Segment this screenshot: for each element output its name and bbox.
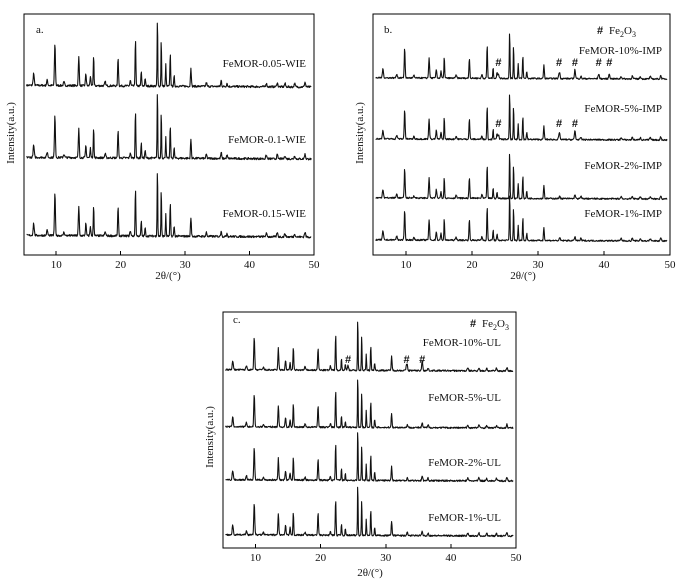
series-label: FeMOR-0.05-WIE — [223, 58, 307, 70]
fe2o3-marker: # — [556, 57, 562, 69]
panel-a-xtick-label: 40 — [244, 259, 256, 271]
panel-c-xtick-label: 40 — [445, 552, 457, 564]
fe2o3-marker: # — [419, 354, 425, 366]
panel-c-xlabel: 2θ/(°) — [357, 567, 383, 579]
fe2o3-marker: # — [345, 354, 351, 366]
series-label: FeMOR-10%-IMP — [579, 45, 662, 57]
series-label: FeMOR-2%-UL — [428, 457, 501, 469]
panel-a-ylabel: Intensity(a.u.) — [5, 102, 17, 164]
panel-a: a. Intensity(a.u.) 2θ/(°) 10 20 30 40 50 FeMO… — [5, 13, 321, 282]
panel-c-legend: # Fe2O3 — [470, 318, 509, 332]
panel-c-legend-symbol: # — [470, 318, 476, 330]
panel-b-xtick-label: 30 — [533, 259, 545, 271]
panel-c-frame — [222, 311, 517, 549]
trace-femor-2-ul — [225, 432, 514, 483]
panel-b-xlabel: 2θ/(°) — [510, 270, 536, 282]
trace-femor-0-15-wie — [26, 173, 312, 239]
panel-c-label: c. — [233, 314, 241, 326]
panel-b-legend-label: Fe2O3 — [609, 25, 636, 39]
fe2o3-marker: # — [572, 57, 578, 69]
panel-b-legend: # Fe2O3 — [597, 25, 636, 39]
panel-a-label: a. — [36, 24, 44, 36]
panel-c-xtick-label: 10 — [250, 552, 262, 564]
series-label: FeMOR-5%-UL — [428, 392, 501, 404]
trace-femor-10-imp — [375, 33, 668, 81]
panel-b-xtick-label: 10 — [401, 259, 413, 271]
panel-b-xtick-label: 20 — [467, 259, 479, 271]
series-label: FeMOR-1%-UL — [428, 512, 501, 524]
panel-b-ylabel: Intensity(a.u.) — [354, 102, 366, 164]
panel-b-xtick-label: 40 — [599, 259, 611, 271]
panel-b: b. Intensity(a.u.) 2θ/(°) # Fe2O3 10 20 30… — [354, 13, 677, 282]
series-label: FeMOR-0.1-WIE — [228, 134, 306, 146]
panel-b-frame — [372, 13, 671, 256]
panel-a-xtick-label: 20 — [115, 259, 127, 271]
fe2o3-marker: # — [596, 57, 602, 69]
panel-c-xtick-label: 30 — [380, 552, 392, 564]
fe2o3-marker: # — [495, 57, 501, 69]
trace-femor-0-1-wie — [26, 94, 312, 161]
trace-femor-0-05-wie — [26, 22, 312, 89]
panel-b-xtick-label: 50 — [665, 259, 677, 271]
panel-c-xtick-label: 50 — [511, 552, 523, 564]
fe2o3-marker: # — [572, 118, 578, 130]
fe2o3-marker: # — [556, 118, 562, 130]
fe2o3-marker: # — [495, 118, 501, 130]
panel-c-legend-label: Fe2O3 — [482, 318, 509, 332]
series-label: FeMOR-5%-IMP — [584, 103, 662, 115]
panel-a-xtick-label: 30 — [180, 259, 192, 271]
series-label: FeMOR-10%-UL — [423, 337, 501, 349]
fe2o3-marker: # — [606, 57, 612, 69]
trace-femor-1-ul — [225, 486, 514, 538]
series-label: FeMOR-2%-IMP — [584, 160, 662, 172]
trace-femor-2-imp — [375, 153, 668, 201]
panel-a-xtick-label: 10 — [51, 259, 63, 271]
series-label: FeMOR-0.15-WIE — [223, 208, 307, 220]
series-label: FeMOR-1%-IMP — [584, 208, 662, 220]
trace-femor-10-ul — [225, 321, 514, 373]
panel-c-xtick-label: 20 — [315, 552, 327, 564]
panel-a-xtick-label: 50 — [309, 259, 321, 271]
panel-c: c. Intensity(a.u.) 2θ/(°) # Fe2O3 10 20 30… — [204, 311, 523, 579]
trace-femor-1-imp — [375, 195, 668, 243]
panel-b-legend-symbol: # — [597, 25, 603, 37]
panel-c-ylabel: Intensity(a.u.) — [204, 406, 216, 468]
fe2o3-marker: # — [404, 354, 410, 366]
panel-a-frame — [23, 13, 315, 256]
panel-b-label: b. — [384, 24, 393, 36]
trace-femor-5-ul — [225, 379, 514, 430]
panel-a-xlabel: 2θ/(°) — [155, 270, 181, 282]
trace-femor-5-imp — [375, 94, 668, 142]
